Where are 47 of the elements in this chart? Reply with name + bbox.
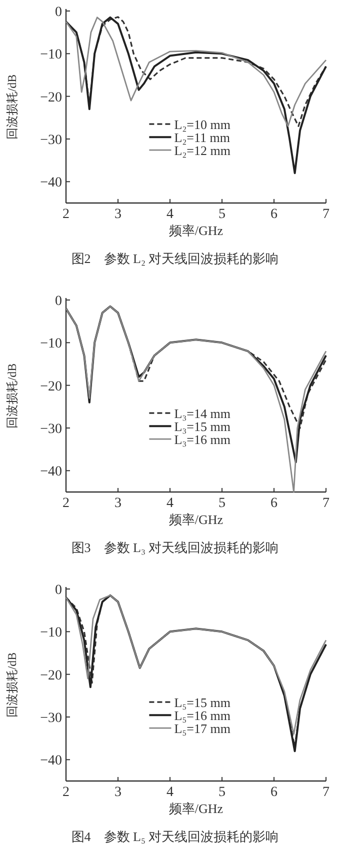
line-series <box>65 305 327 464</box>
caption: 图4 参数 L₅ 对天线回波损耗的影响 <box>71 829 279 844</box>
caption: 图2 参数 L₂ 对天线回波损耗的影响 <box>71 251 279 266</box>
y-tick-label: −40 <box>40 754 62 769</box>
x-axis-title: 频率/GHz <box>168 512 224 527</box>
line-series <box>65 16 327 174</box>
y-tick-label: −20 <box>40 668 62 684</box>
legend-label: L₅=15 mm <box>174 695 230 710</box>
x-axis-title: 频率/GHz <box>168 801 224 816</box>
x-tick-label: 3 <box>114 496 122 511</box>
caption: 图3 参数 L₃ 对天线回波损耗的影响 <box>71 540 279 555</box>
x-tick-label: 3 <box>114 785 122 800</box>
y-tick-label: −10 <box>40 336 62 352</box>
x-tick-label: 5 <box>218 207 226 222</box>
y-tick-label: −40 <box>40 176 62 191</box>
x-tick-label: 7 <box>322 496 330 511</box>
x-axis-title: 频率/GHz <box>168 223 224 238</box>
x-tick-label: 2 <box>62 496 70 511</box>
y-tick-label: −10 <box>40 48 62 63</box>
y-axis-title: 回波损耗/dB <box>5 363 19 429</box>
x-tick-label: 4 <box>166 496 174 511</box>
y-tick-label: −30 <box>40 133 62 148</box>
x-tick-label: 5 <box>218 496 226 511</box>
x-tick-label: 3 <box>114 207 122 222</box>
y-tick-label: −20 <box>40 379 62 394</box>
y-tick-label: −10 <box>40 626 62 641</box>
y-tick-label: 0 <box>55 5 62 20</box>
y-tick-label: 0 <box>55 294 62 309</box>
x-tick-label: 4 <box>166 785 174 800</box>
x-tick-label: 5 <box>218 785 226 800</box>
legend-label: L₂=10 mm <box>174 117 230 132</box>
y-tick-label: −30 <box>40 711 62 726</box>
x-tick-label: 7 <box>322 785 330 800</box>
x-tick-label: 6 <box>270 785 278 800</box>
y-tick-label: −30 <box>40 422 62 437</box>
x-tick-label: 7 <box>322 207 330 222</box>
x-tick-label: 2 <box>62 207 70 222</box>
x-tick-label: 6 <box>270 496 278 511</box>
y-tick-label: −20 <box>40 90 62 106</box>
x-tick-label: 6 <box>270 207 278 222</box>
legend-label: L₃=14 mm <box>174 406 230 422</box>
y-tick-label: −40 <box>40 464 62 480</box>
y-tick-label: 0 <box>55 583 62 598</box>
y-axis-title: 回波损耗/dB <box>5 652 19 718</box>
y-axis-title: 回波损耗/dB <box>5 74 19 140</box>
x-tick-label: 2 <box>62 785 70 800</box>
x-tick-label: 4 <box>166 207 174 222</box>
